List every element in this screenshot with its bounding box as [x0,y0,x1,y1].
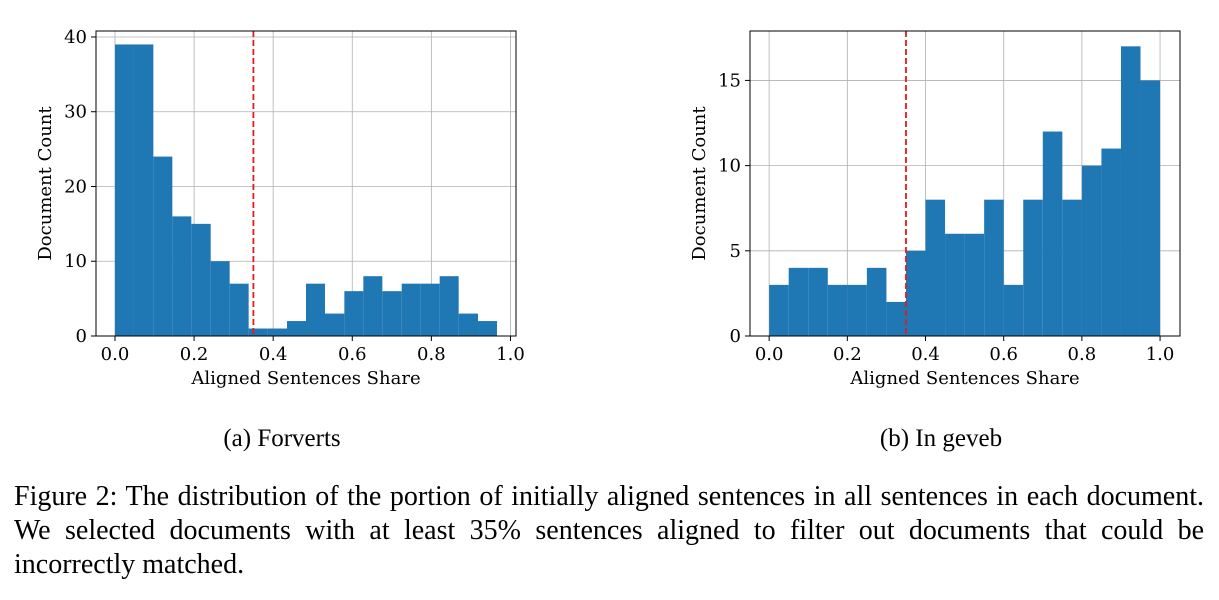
bar [458,313,479,336]
bar [945,233,965,336]
bar [172,216,192,336]
y-tick-label: 40 [64,27,87,48]
bar [114,44,134,337]
x-tick-label: 0.0 [101,344,130,365]
bar [420,283,440,336]
x-tick-label: 0.4 [259,344,288,365]
y-tick-label: 5 [730,241,741,262]
bar [287,321,306,336]
bar [847,284,867,336]
bar [925,199,946,336]
bar [808,267,828,336]
bar [905,250,926,336]
x-tick-label: 0.6 [338,344,367,365]
x-tick-label: 0.8 [1068,344,1097,365]
x-tick-label: 0.4 [911,344,940,365]
bar [401,283,421,336]
bar [1120,46,1141,336]
y-axis-label: Document Count [689,106,710,261]
bar [1140,80,1161,336]
bar [363,276,383,336]
bar [827,284,848,336]
x-axis-label: Aligned Sentences Share [190,368,420,389]
y-tick-label: 10 [64,251,87,272]
bar [1023,199,1043,336]
bar [1081,165,1102,336]
figure-caption: Figure 2: The distribution of the portio… [14,481,1204,580]
bar [1003,284,1024,336]
bar [229,283,249,336]
bar [788,267,809,336]
bar [267,328,288,336]
x-tick-label: 0.6 [989,344,1018,365]
x-tick-label: 0.2 [180,344,209,365]
plot-frame [749,30,1181,337]
bar [1101,148,1121,336]
x-tick-label: 1.0 [496,344,525,365]
x-tick-label: 0.8 [417,344,446,365]
bar [866,267,887,336]
y-tick-label: 30 [64,102,87,123]
subcaption: (b) In geveb [880,425,1002,452]
y-tick-label: 0 [76,326,87,347]
y-axis-label: Document Count [35,106,56,261]
figure: 0 10 20 30 40 0.0 0.2 0.4 0.6 0.8 1.0 Aligned Sente… [35,27,1181,452]
bar [306,283,325,336]
plot-frame [95,30,517,337]
bar [964,233,985,336]
bar [248,328,268,336]
y-tick-label: 15 [718,70,741,91]
bar [886,301,906,336]
bar [344,291,364,336]
bar [1042,131,1063,336]
bar [210,261,230,336]
bar [133,44,154,337]
bar [478,321,498,336]
bar [439,276,459,336]
y-tick-label: 20 [64,176,87,197]
y-tick-label: 10 [718,156,741,177]
x-tick-label: 1.0 [1146,344,1175,365]
bar [382,291,402,336]
bar [1062,199,1082,336]
y-tick-label: 0 [730,326,741,347]
bar [324,313,345,336]
subcaption: (a) Forverts [223,425,340,452]
x-tick-label: 0.0 [755,344,784,365]
x-axis-label: Aligned Sentences Share [849,368,1079,389]
x-tick-label: 0.2 [833,344,862,365]
bar [153,156,173,336]
bar [191,223,211,336]
bar [769,284,789,336]
bar [984,199,1004,336]
